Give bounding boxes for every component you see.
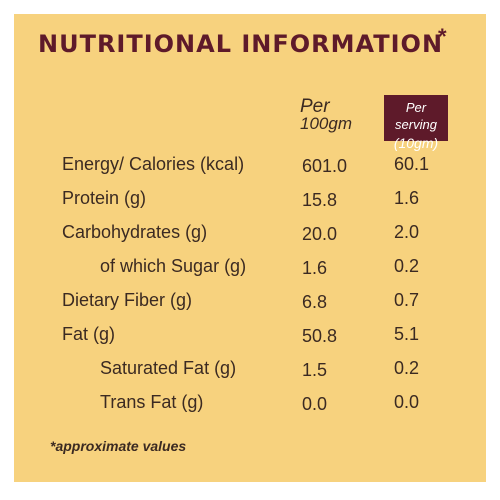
table-row-dietary-fiber: Dietary Fiber (g) 6.8 0.7	[0, 284, 500, 318]
table-row-energy: Energy/ Calories (kcal) 601.0 60.1	[0, 148, 500, 182]
row-per-100gm-value: 1.5	[302, 360, 328, 380]
footnote-text: approximate values	[55, 438, 187, 454]
row-per-serving-value: 0.2	[394, 358, 420, 378]
row-per-100gm-value: 1.6	[302, 258, 328, 278]
per-100gm-header-line1: Per	[300, 96, 330, 117]
table-row-carbohydrates: Carbohydrates (g) 20.0 2.0	[0, 216, 500, 250]
panel-title: NUTRITIONAL INFORMATION	[38, 30, 444, 58]
footnote-asterisk: *	[50, 438, 56, 454]
table-row-fat: Fat (g) 50.8 5.1	[0, 318, 500, 352]
row-label: Saturated Fat (g)	[100, 358, 237, 378]
nutrition-table: Energy/ Calories (kcal) 601.0 60.1 Prote…	[0, 148, 500, 420]
row-per-100gm-value: 601.0	[302, 156, 348, 176]
per-serving-header-line1: Per serving	[395, 100, 437, 132]
table-row-protein: Protein (g) 15.8 1.6	[0, 182, 500, 216]
per-serving-header: Per serving (10gm)	[384, 95, 448, 151]
per-serving-header-line2: (10gm)	[393, 135, 439, 151]
row-per-serving-value: 1.6	[394, 188, 420, 208]
row-label: Energy/ Calories (kcal)	[62, 154, 245, 174]
table-row-sugar: of which Sugar (g) 1.6 0.2	[0, 250, 500, 284]
row-per-100gm-value: 6.8	[302, 292, 328, 312]
row-per-100gm-value: 20.0	[302, 224, 338, 244]
per-100gm-header: Per 100gm	[300, 96, 352, 133]
row-label: Dietary Fiber (g)	[62, 290, 193, 310]
row-per-serving-value: 0.2	[394, 256, 420, 276]
row-label: of which Sugar (g)	[100, 256, 247, 276]
title-asterisk: *	[438, 24, 447, 49]
row-per-100gm-value: 0.0	[302, 394, 328, 414]
row-label: Carbohydrates (g)	[62, 222, 208, 242]
row-per-100gm-value: 15.8	[302, 190, 338, 210]
row-label: Protein (g)	[62, 188, 147, 208]
per-100gm-header-line2: 100gm	[300, 114, 352, 133]
row-per-serving-value: 0.0	[394, 392, 420, 412]
row-per-serving-value: 5.1	[394, 324, 420, 344]
row-per-serving-value: 60.1	[394, 154, 430, 174]
row-label: Fat (g)	[62, 324, 116, 344]
table-row-saturated-fat: Saturated Fat (g) 1.5 0.2	[0, 352, 500, 386]
nutrition-panel	[14, 14, 486, 482]
footnote: *approximate values	[50, 438, 186, 454]
row-per-serving-value: 0.7	[394, 290, 420, 310]
row-label: Trans Fat (g)	[100, 392, 204, 412]
table-row-trans-fat: Trans Fat (g) 0.0 0.0	[0, 386, 500, 420]
row-per-serving-value: 2.0	[394, 222, 420, 242]
row-per-100gm-value: 50.8	[302, 326, 338, 346]
